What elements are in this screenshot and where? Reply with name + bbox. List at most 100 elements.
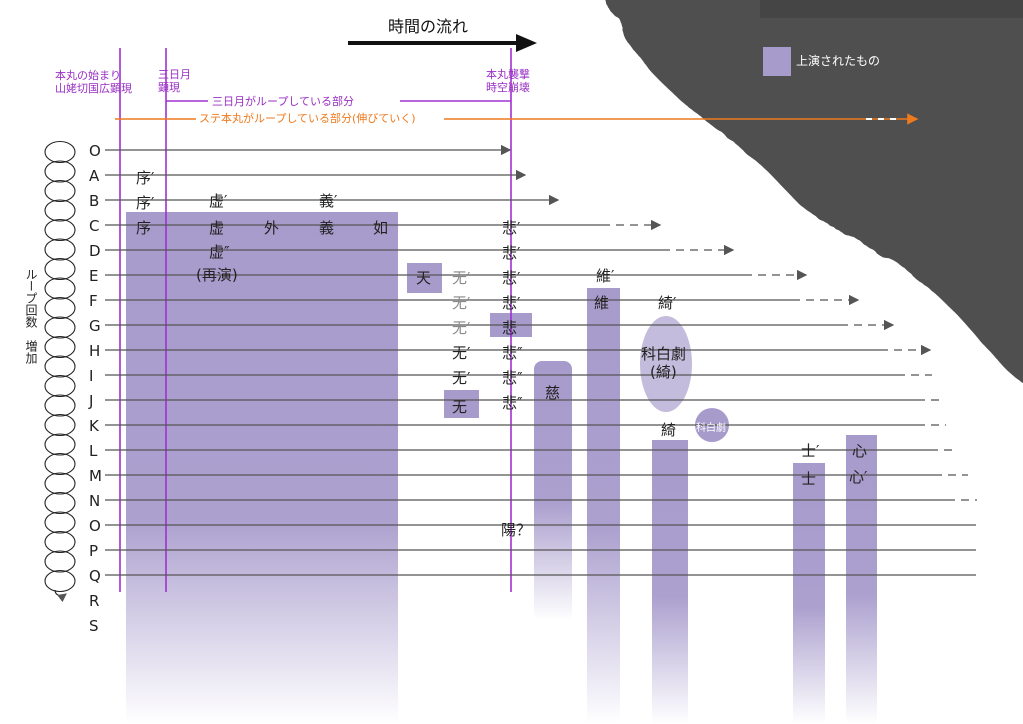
time-arrow xyxy=(348,34,537,52)
row-label: P xyxy=(89,542,99,560)
cell-E-hi: 悲′ xyxy=(502,269,521,287)
event-lines xyxy=(119,48,512,592)
row-label: M xyxy=(89,467,102,485)
cell-E-ten: 天 xyxy=(416,269,432,287)
event-collapse-label: 本丸襲撃 時空崩壊 xyxy=(486,68,530,94)
row-label: J xyxy=(89,392,94,410)
spring-coil xyxy=(44,511,76,534)
cell-E-saien: (再演) xyxy=(196,266,238,284)
cell-O-yo: 陽？ xyxy=(501,521,532,539)
spring-coil xyxy=(44,452,76,476)
spring-coil xyxy=(44,160,76,183)
cell-L-shi: 士′ xyxy=(801,442,820,460)
row-label: B xyxy=(89,192,100,210)
block-ki xyxy=(652,440,688,724)
cell-F-i: 維 xyxy=(594,294,610,312)
spring-coil xyxy=(44,257,76,281)
collapsed-space-area xyxy=(606,0,1023,385)
block-mu xyxy=(444,390,479,418)
spring-coil xyxy=(44,179,76,203)
block-ji xyxy=(534,361,572,621)
event-start-label: 本丸の始まり 山姥切国広顕現 xyxy=(55,69,132,95)
cell-E-i: 維′ xyxy=(596,267,615,285)
row-label: C xyxy=(89,217,100,235)
spring-tail-arrow xyxy=(54,589,67,603)
row-label: N xyxy=(89,492,101,510)
row-label: E xyxy=(89,267,99,285)
dark-area-shade xyxy=(760,0,1023,18)
spring-coil xyxy=(44,472,76,495)
cell-H-mu: 无′ xyxy=(452,344,471,362)
row-label: D xyxy=(89,242,101,260)
cell-F-ki: 綺′ xyxy=(658,294,677,312)
row-label: K xyxy=(89,417,99,435)
loop-count-side-label: ループ回数 増加 xyxy=(24,268,38,364)
spring-coil xyxy=(44,218,76,242)
legend-swatch xyxy=(763,47,791,76)
cell-B-kyo: 虚′ xyxy=(209,192,228,210)
loop-spring-icon xyxy=(44,140,76,603)
spring-coil xyxy=(44,277,76,300)
block-kahakugeki-ellipse xyxy=(640,316,692,412)
row-label: G xyxy=(89,317,101,335)
cell-B-gi: 義′ xyxy=(319,192,338,210)
cell-I-mu: 无′ xyxy=(452,369,471,387)
spring-coil xyxy=(44,569,76,593)
block-ten xyxy=(407,263,442,293)
spring-coil xyxy=(44,374,76,398)
cell-M-shin: 心′ xyxy=(849,468,868,486)
spring-coil xyxy=(44,413,76,437)
cell-B-jo: 序′ xyxy=(136,194,155,212)
spring-coil xyxy=(44,296,76,320)
cell-C-kyo: 虚 xyxy=(209,219,225,237)
cell-J-hi: 悲″ xyxy=(502,394,523,412)
performed-blocks xyxy=(126,212,877,724)
cell-G-hi: 悲 xyxy=(502,319,518,337)
spring-coil xyxy=(44,394,76,417)
loop-row-lines xyxy=(105,144,977,576)
cell-C-hi: 悲′ xyxy=(502,219,521,237)
mikazuki-loop-label: 三日月がループしている部分 xyxy=(212,95,355,108)
spring-coil xyxy=(44,355,76,378)
legend-label: 上演されたもの xyxy=(796,54,881,68)
row-label: O xyxy=(89,517,101,535)
cell-H-kahakugeki: 科白劇 xyxy=(641,345,687,363)
block-main xyxy=(126,212,398,724)
row-label: F xyxy=(89,292,98,310)
cell-C-nyo: 如 xyxy=(373,219,389,237)
row-label: L xyxy=(89,442,98,460)
row-label: I xyxy=(89,367,94,385)
event-mikazuki-label: 三日月 顕現 xyxy=(158,68,191,94)
cell-C-gai: 外 xyxy=(264,219,280,237)
time-arrow-label: 時間の流れ xyxy=(388,17,469,36)
spring-coil xyxy=(44,140,76,164)
cell-D-kyo: 虚″ xyxy=(209,243,230,261)
cell-I-ji: 慈 xyxy=(545,384,561,402)
cell-M-shi: 士 xyxy=(801,470,817,488)
row-label: H xyxy=(89,342,101,360)
spring-coil xyxy=(44,433,76,456)
cell-K-kahakugeki: 科白劇 xyxy=(696,423,726,434)
spring-coil xyxy=(44,316,76,339)
stage-loop-label: ステ本丸がループしている部分(伸びていく) xyxy=(199,112,416,125)
cell-F-mu: 无′ xyxy=(452,294,471,312)
cell-I-hi: 悲″ xyxy=(502,369,523,387)
cell-I-ki: (綺) xyxy=(650,363,677,381)
row-label: S xyxy=(89,617,99,635)
cell-F-hi: 悲′ xyxy=(502,294,521,312)
row-label: Q xyxy=(89,567,101,585)
row-label: A xyxy=(89,167,100,185)
block-shi xyxy=(793,463,825,724)
spring-coil xyxy=(44,238,76,261)
cell-L-shin: 心 xyxy=(852,442,868,460)
spring-coil xyxy=(44,491,76,515)
cell-J-mu: 无 xyxy=(452,398,468,416)
cell-E-mu: 无′ xyxy=(452,269,471,287)
spring-coil xyxy=(44,199,76,222)
cell-C-jo: 序 xyxy=(136,219,152,237)
block-i xyxy=(587,288,620,724)
cell-D-hi: 悲′ xyxy=(502,244,521,262)
spring-coil xyxy=(44,530,76,554)
spring-coil xyxy=(44,335,76,359)
